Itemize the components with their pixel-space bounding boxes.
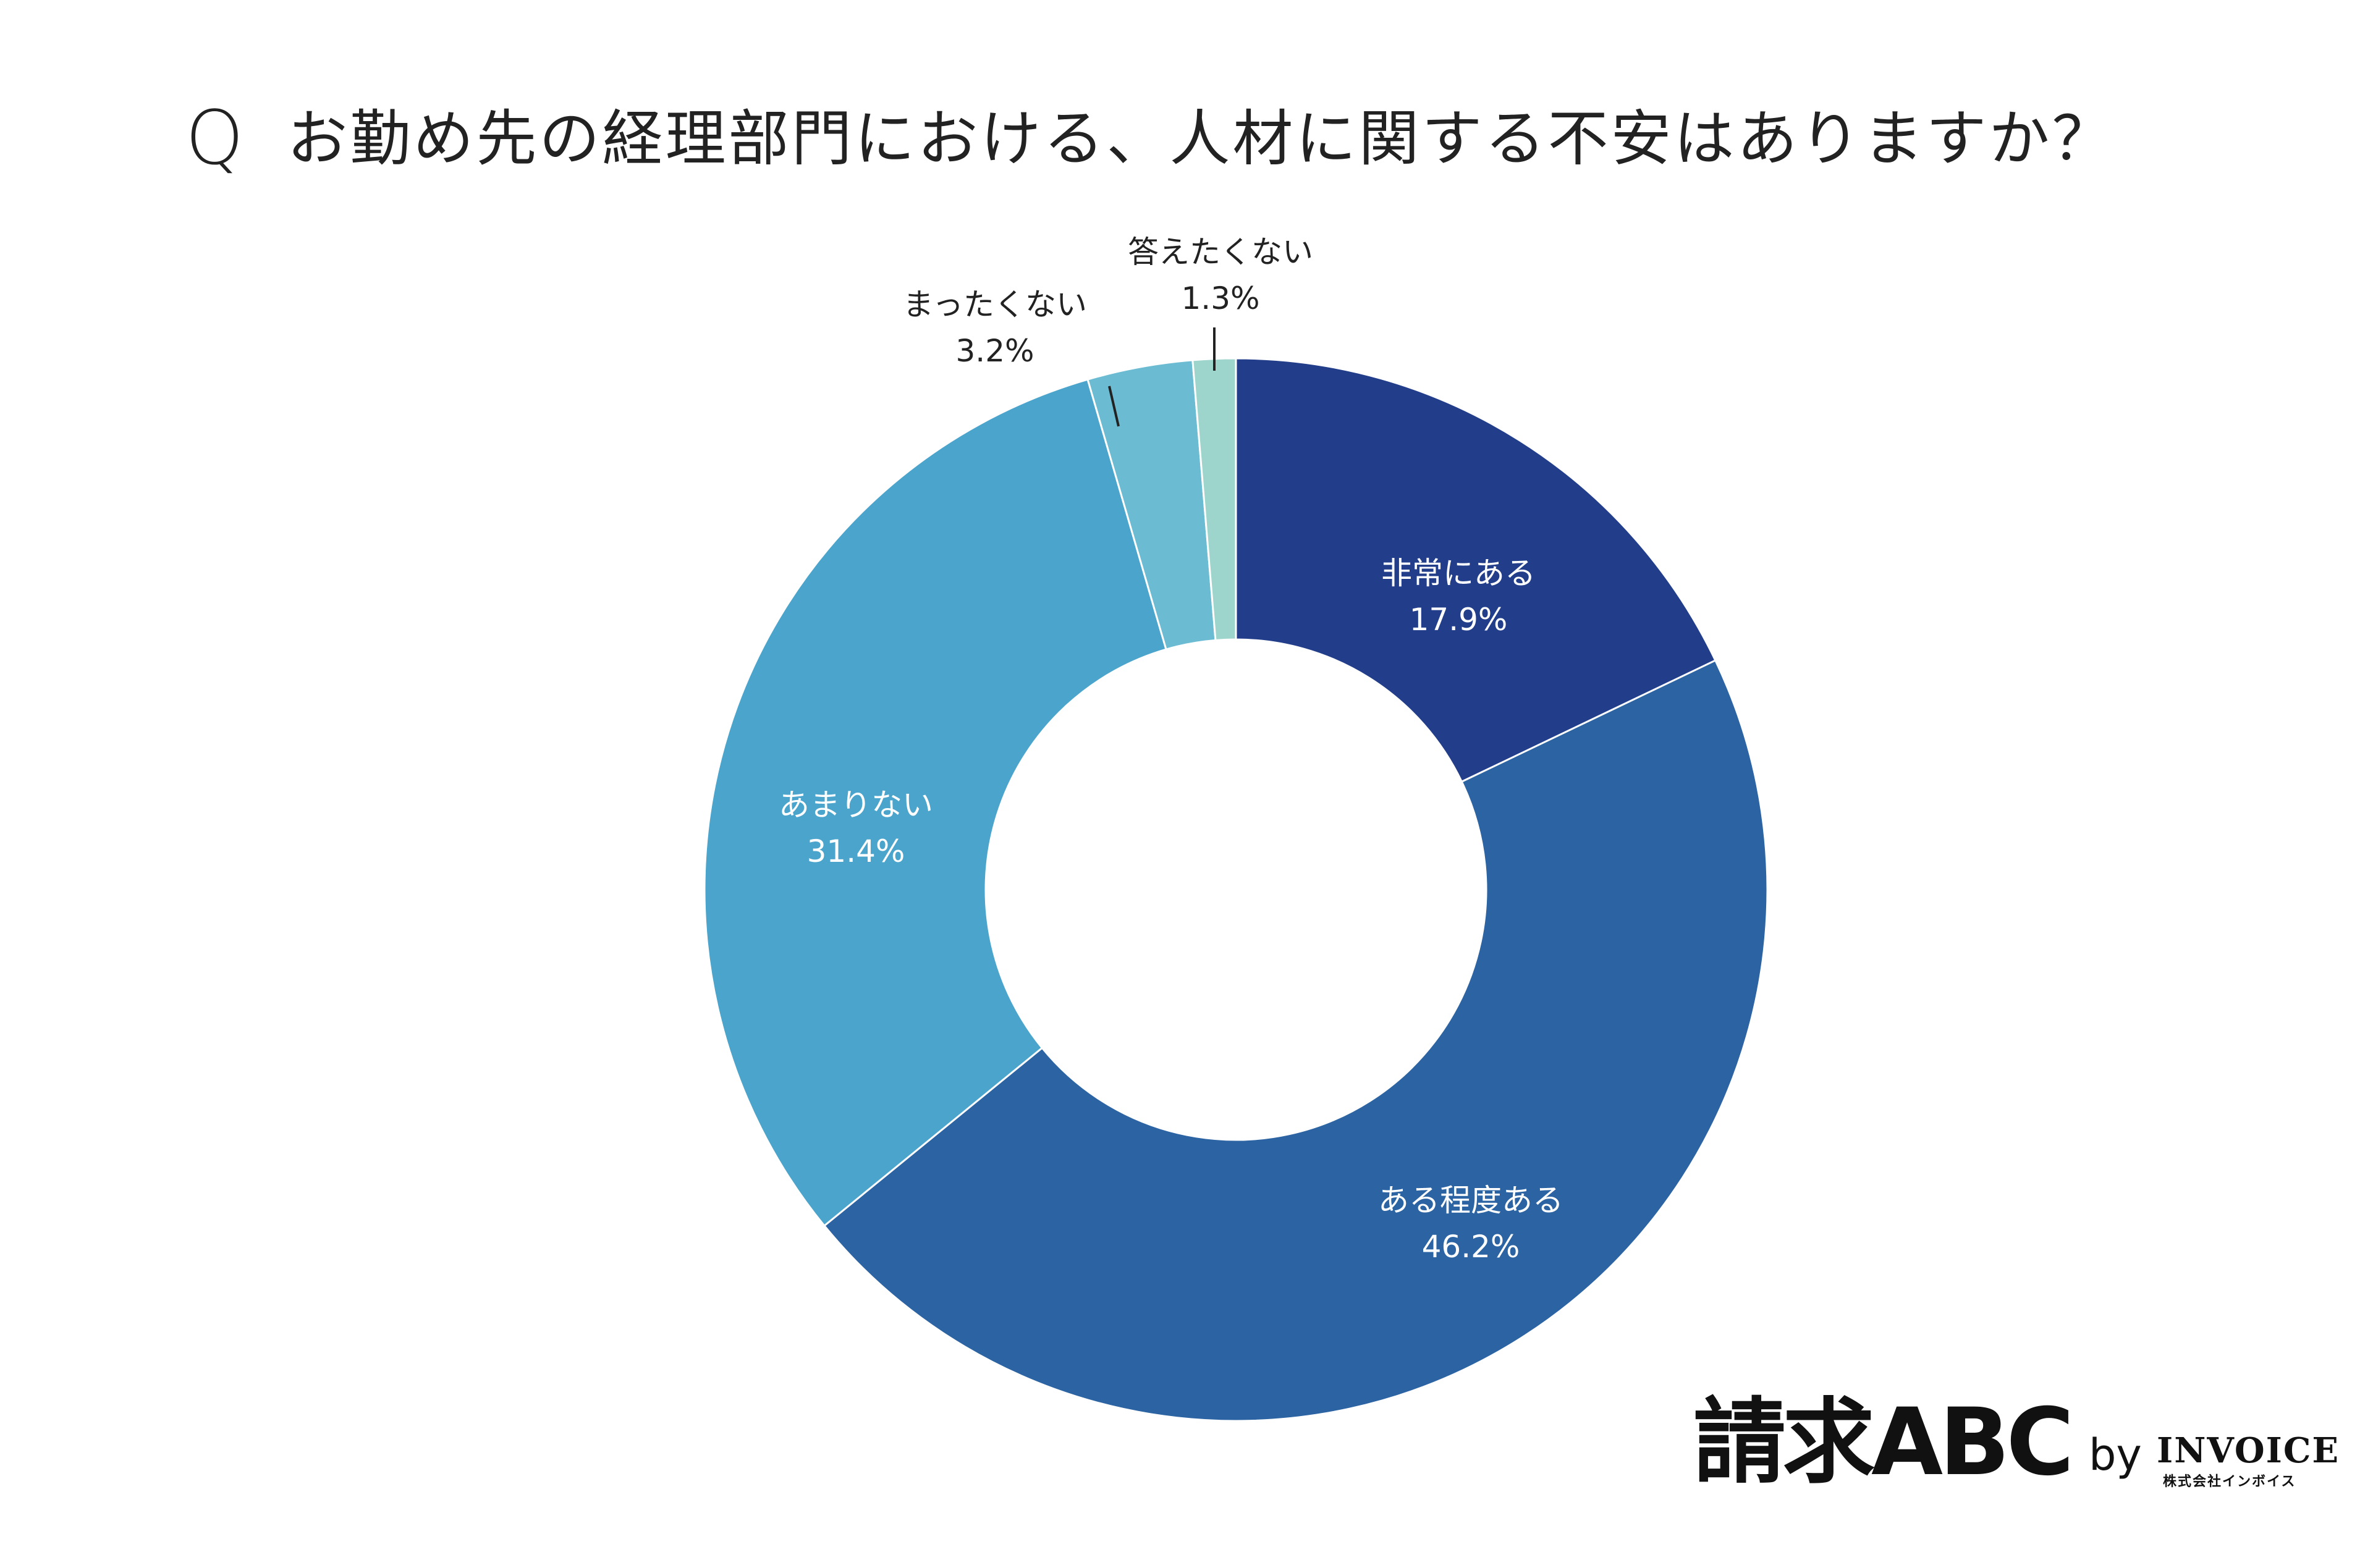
slice-1-wedge <box>1235 357 1717 783</box>
slice-1-value-label: 17.9% <box>1410 602 1508 638</box>
slice-5-category-label: 答えたくない <box>1128 234 1313 270</box>
slice-2-wedge <box>823 659 1769 1422</box>
leader-lines-group <box>1108 327 1216 427</box>
logo-by-text: by <box>2089 1430 2142 1480</box>
slice-4-leader-line <box>1108 386 1120 427</box>
slice-3-value-label: 31.4% <box>807 833 905 869</box>
slice-2-value-label: 46.2% <box>1422 1229 1520 1265</box>
question-mark: Q <box>185 96 244 182</box>
slice-4-category-label: まったくない <box>903 287 1087 322</box>
slice-1-category-label: 非常にある <box>1381 555 1536 591</box>
chart-title: Q お勤め先の経理部門における、人材に関する不安はありますか？ <box>185 93 2115 185</box>
slice-4-value-label: 3.2% <box>955 333 1034 369</box>
slice-3-wedge <box>703 378 1167 1228</box>
logo-company-text: 株式会社インボイス <box>2163 1474 2296 1490</box>
slices-group <box>703 357 1769 1422</box>
slice-2-category-label: ある程度ある <box>1378 1182 1563 1218</box>
logo-main-text: 請求ABC <box>1693 1389 2075 1496</box>
slice-5-value-label: 1.3% <box>1181 280 1259 316</box>
labels-group: 非常にある 17.9% ある程度ある 46.2% あまりない 31.4% まったくない 3.2… <box>779 234 1563 1265</box>
slice-5-wedge <box>1191 357 1237 641</box>
slice-3-category-label: あまりない <box>779 787 933 823</box>
logo-invoice-text: INVOICE <box>2157 1430 2340 1471</box>
question-text: お勤め先の経理部門における、人材に関する不安はありますか？ <box>287 104 2115 174</box>
